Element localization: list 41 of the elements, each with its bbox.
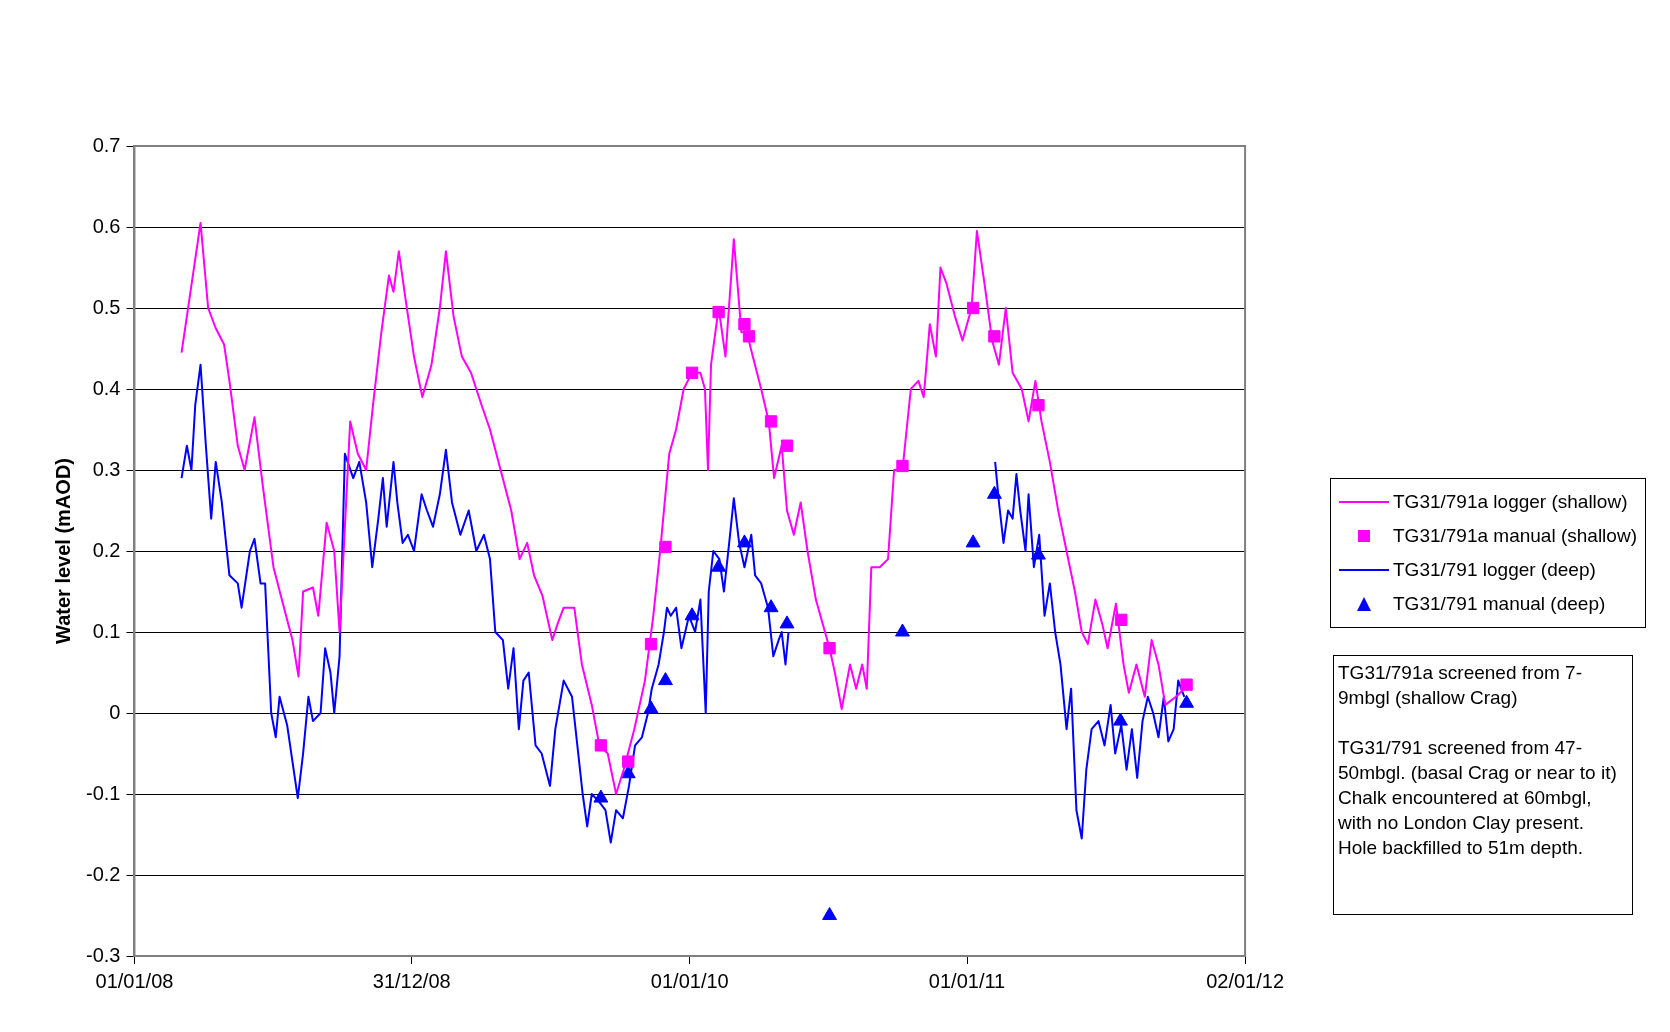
y-tick-label: 0.7: [92, 133, 121, 156]
point: [986, 485, 1002, 499]
point: [622, 755, 635, 768]
legend-label: TG31/791a manual (shallow): [1393, 525, 1637, 547]
point: [1180, 678, 1193, 691]
point: [779, 615, 795, 629]
x-tick-label: 01/01/11: [928, 969, 1006, 992]
legend-label: TG31/791 manual (deep): [1393, 593, 1606, 615]
point: [1032, 399, 1045, 412]
y-axis-title: Water level (mAOD): [51, 458, 74, 644]
legend-label: TG31/791 logger (deep): [1393, 559, 1596, 581]
point: [593, 789, 609, 803]
point: [737, 534, 752, 548]
y-tick-label: -0.1: [85, 781, 121, 804]
x-tick-label: 01/01/08: [95, 969, 174, 992]
y-tick-label: 0.1: [92, 619, 121, 642]
y-tick-label: -0.2: [85, 862, 121, 885]
x-tick-label: 02/01/12: [1206, 969, 1284, 992]
point: [658, 672, 673, 686]
text: TG31/791 screened from 47-50mbgl. (basal Crag or near to it) Chalk encountered at 60mbgl, with no London Clay present. Hole backfilled to 51m depth.: [1338, 736, 1618, 860]
point: [965, 534, 981, 548]
text: TG31/791a screened from 7-9mbgl (shallow Crag): [1338, 661, 1583, 710]
point: [763, 599, 779, 613]
point: [1179, 694, 1195, 708]
point: [988, 330, 1001, 343]
y-tick-label: -0.3: [85, 943, 121, 966]
x-tick-label: 01/01/10: [650, 969, 729, 992]
point: [1113, 712, 1128, 726]
y-tick-label: 0.2: [92, 538, 121, 561]
x-tick-label: 31/12/08: [372, 969, 451, 992]
legend-label: TG31/791a logger (shallow): [1393, 491, 1628, 513]
y-tick-label: 0.3: [92, 457, 121, 480]
point: [643, 700, 659, 714]
point: [822, 907, 837, 920]
point: [823, 642, 836, 655]
y-tick-label: 0: [109, 700, 121, 723]
point: [780, 439, 794, 452]
y-tick-label: 0.4: [92, 376, 121, 399]
y-tick-label: 0.5: [92, 295, 121, 318]
point: [895, 623, 910, 637]
y-tick-label: 0.6: [92, 214, 121, 237]
